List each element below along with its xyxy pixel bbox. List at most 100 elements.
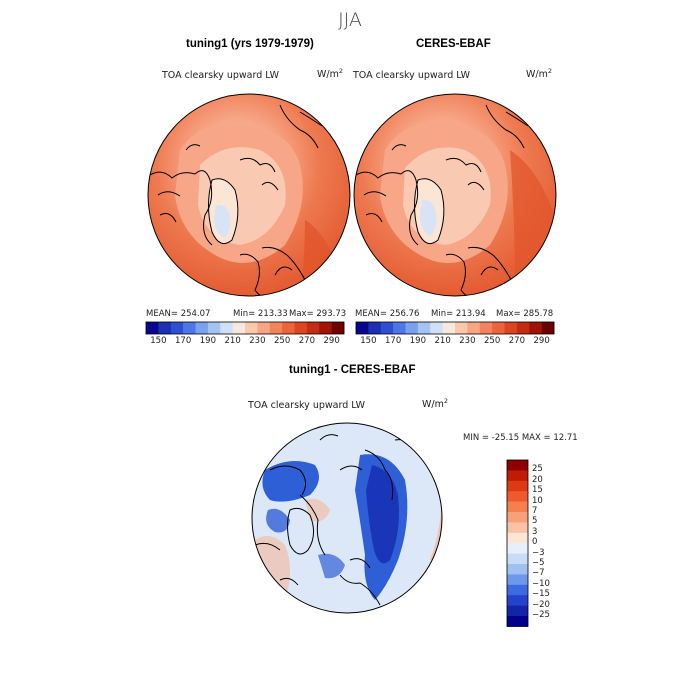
colorbar2-tick-label: 170 <box>385 336 402 346</box>
colorbar2-swatch <box>368 322 382 334</box>
colorbar1-tick-label: 210 <box>224 336 241 346</box>
colorbar3-swatch <box>507 574 528 586</box>
colorbar2-swatch <box>541 322 555 334</box>
colorbar3-tick-label: 5 <box>532 516 538 527</box>
colorbar3-swatch <box>507 480 528 492</box>
colorbar1-swatch <box>158 322 172 334</box>
colorbar3-swatch <box>507 605 528 617</box>
colorbar2-swatch <box>516 322 530 334</box>
panel3-minmax: MIN = -25.15 MAX = 12.71 <box>463 433 578 443</box>
map-panel2 <box>353 93 557 297</box>
colorbar3-swatch <box>507 553 528 565</box>
panel1-min: Min= 213.33 <box>233 309 288 319</box>
colorbar3-tick-label: −20 <box>532 599 550 610</box>
colorbar2-swatch <box>529 322 542 334</box>
colorbar2-tick-label: 230 <box>459 336 476 346</box>
colorbar3-swatch <box>507 512 528 523</box>
colorbar1-swatch <box>146 322 159 334</box>
colorbar2-border <box>355 321 555 335</box>
colorbar3-swatch <box>507 460 528 471</box>
panel3-variable: TOA clearsky upward LW <box>248 400 366 411</box>
colorbar2-tick-label: 150 <box>360 336 377 346</box>
colorbar1 <box>145 321 345 335</box>
colorbar1-swatch <box>170 322 184 334</box>
colorbar1-swatch <box>269 322 283 334</box>
colorbar2-swatch <box>393 322 406 334</box>
colorbar3-swatch <box>507 616 528 627</box>
colorbar3-tick-label: −5 <box>532 558 545 568</box>
colorbar3-tick-label: 20 <box>532 474 543 485</box>
colorbar2-swatch <box>430 322 443 334</box>
colorbar1-tick-label: 230 <box>249 336 266 346</box>
panel2-variable: TOA clearsky upward LW <box>353 70 471 81</box>
colorbar1-tick-label: 270 <box>298 336 315 346</box>
panel3-title: tuning1 - CERES-EBAF <box>289 364 416 376</box>
colorbar2-swatch <box>479 322 493 334</box>
colorbar3 <box>506 459 529 627</box>
panel2-units: W/m2 <box>526 67 552 81</box>
colorbar1-tick-label: 290 <box>323 336 340 346</box>
colorbar3-tick-label: 3 <box>532 526 538 537</box>
colorbar3-tick-label: −10 <box>532 578 550 589</box>
colorbar2-swatch <box>417 322 431 334</box>
colorbar3-swatch <box>507 491 528 502</box>
colorbar1-tick-label: 250 <box>274 336 291 346</box>
panel3-units: W/m2 <box>422 397 448 411</box>
colorbar2-swatch <box>455 322 468 334</box>
colorbar1-border <box>145 321 345 335</box>
colorbar1-swatch <box>195 322 209 334</box>
map-panel1 <box>147 93 351 297</box>
colorbar1-swatch <box>282 322 295 334</box>
colorbar2-swatch <box>504 322 518 334</box>
colorbar1-tick-label: 150 <box>150 336 167 346</box>
panel2-title: CERES-EBAF <box>416 38 491 50</box>
colorbar2-tick-label: 290 <box>533 336 550 346</box>
panel1-max: Max= 293.73 <box>289 309 347 319</box>
colorbar1-swatch <box>220 322 233 334</box>
panel2-min: Min= 213.94 <box>431 309 486 319</box>
colorbar1-swatch <box>306 322 320 334</box>
panel1-title: tuning1 (yrs 1979-1979) <box>186 38 314 50</box>
season-title: JJA <box>338 9 362 31</box>
colorbar3-tick-label: 15 <box>532 485 543 496</box>
colorbar3-border <box>506 459 529 627</box>
colorbar1-swatch <box>232 322 246 334</box>
colorbar3-swatch <box>507 501 528 513</box>
colorbar1-swatch <box>183 322 196 334</box>
panel2-mean: MEAN= 256.76 <box>355 309 420 319</box>
colorbar2-swatch <box>380 322 394 334</box>
colorbar2-tick-label: 210 <box>434 336 451 346</box>
colorbar3-swatch <box>507 595 528 606</box>
colorbar3-swatch <box>507 564 528 575</box>
panel1-variable: TOA clearsky upward LW <box>162 70 280 81</box>
colorbar2 <box>355 321 555 335</box>
panel2-max: Max= 285.78 <box>496 309 554 319</box>
colorbar3-swatch <box>507 584 528 596</box>
colorbar3-tick-label: −7 <box>532 568 545 579</box>
colorbar2-swatch <box>467 322 481 334</box>
colorbar2-swatch <box>405 322 419 334</box>
colorbar1-swatch <box>257 322 271 334</box>
panel1-mean: MEAN= 254.07 <box>146 309 211 319</box>
colorbar3-swatch <box>507 522 528 534</box>
colorbar3-tick-label: −3 <box>532 547 545 558</box>
colorbar2-swatch <box>492 322 505 334</box>
colorbar3-tick-label: 0 <box>532 537 538 548</box>
colorbar3-tick-label: 10 <box>532 495 543 506</box>
colorbar1-swatch <box>245 322 258 334</box>
colorbar2-swatch <box>356 322 369 334</box>
colorbar1-swatch <box>207 322 221 334</box>
map-panel3 <box>251 422 443 614</box>
colorbar1-swatch <box>331 322 345 334</box>
colorbar2-tick-label: 190 <box>409 336 426 346</box>
colorbar3-tick-label: 7 <box>532 506 538 516</box>
colorbar2-tick-label: 250 <box>484 336 501 346</box>
colorbar3-tick-label: −15 <box>532 589 550 600</box>
colorbar3-swatch <box>507 532 528 544</box>
colorbar3-swatch <box>507 543 528 554</box>
colorbar1-tick-label: 190 <box>199 336 216 346</box>
colorbar2-tick-label: 270 <box>508 336 525 346</box>
panel1-units: W/m2 <box>317 67 343 81</box>
